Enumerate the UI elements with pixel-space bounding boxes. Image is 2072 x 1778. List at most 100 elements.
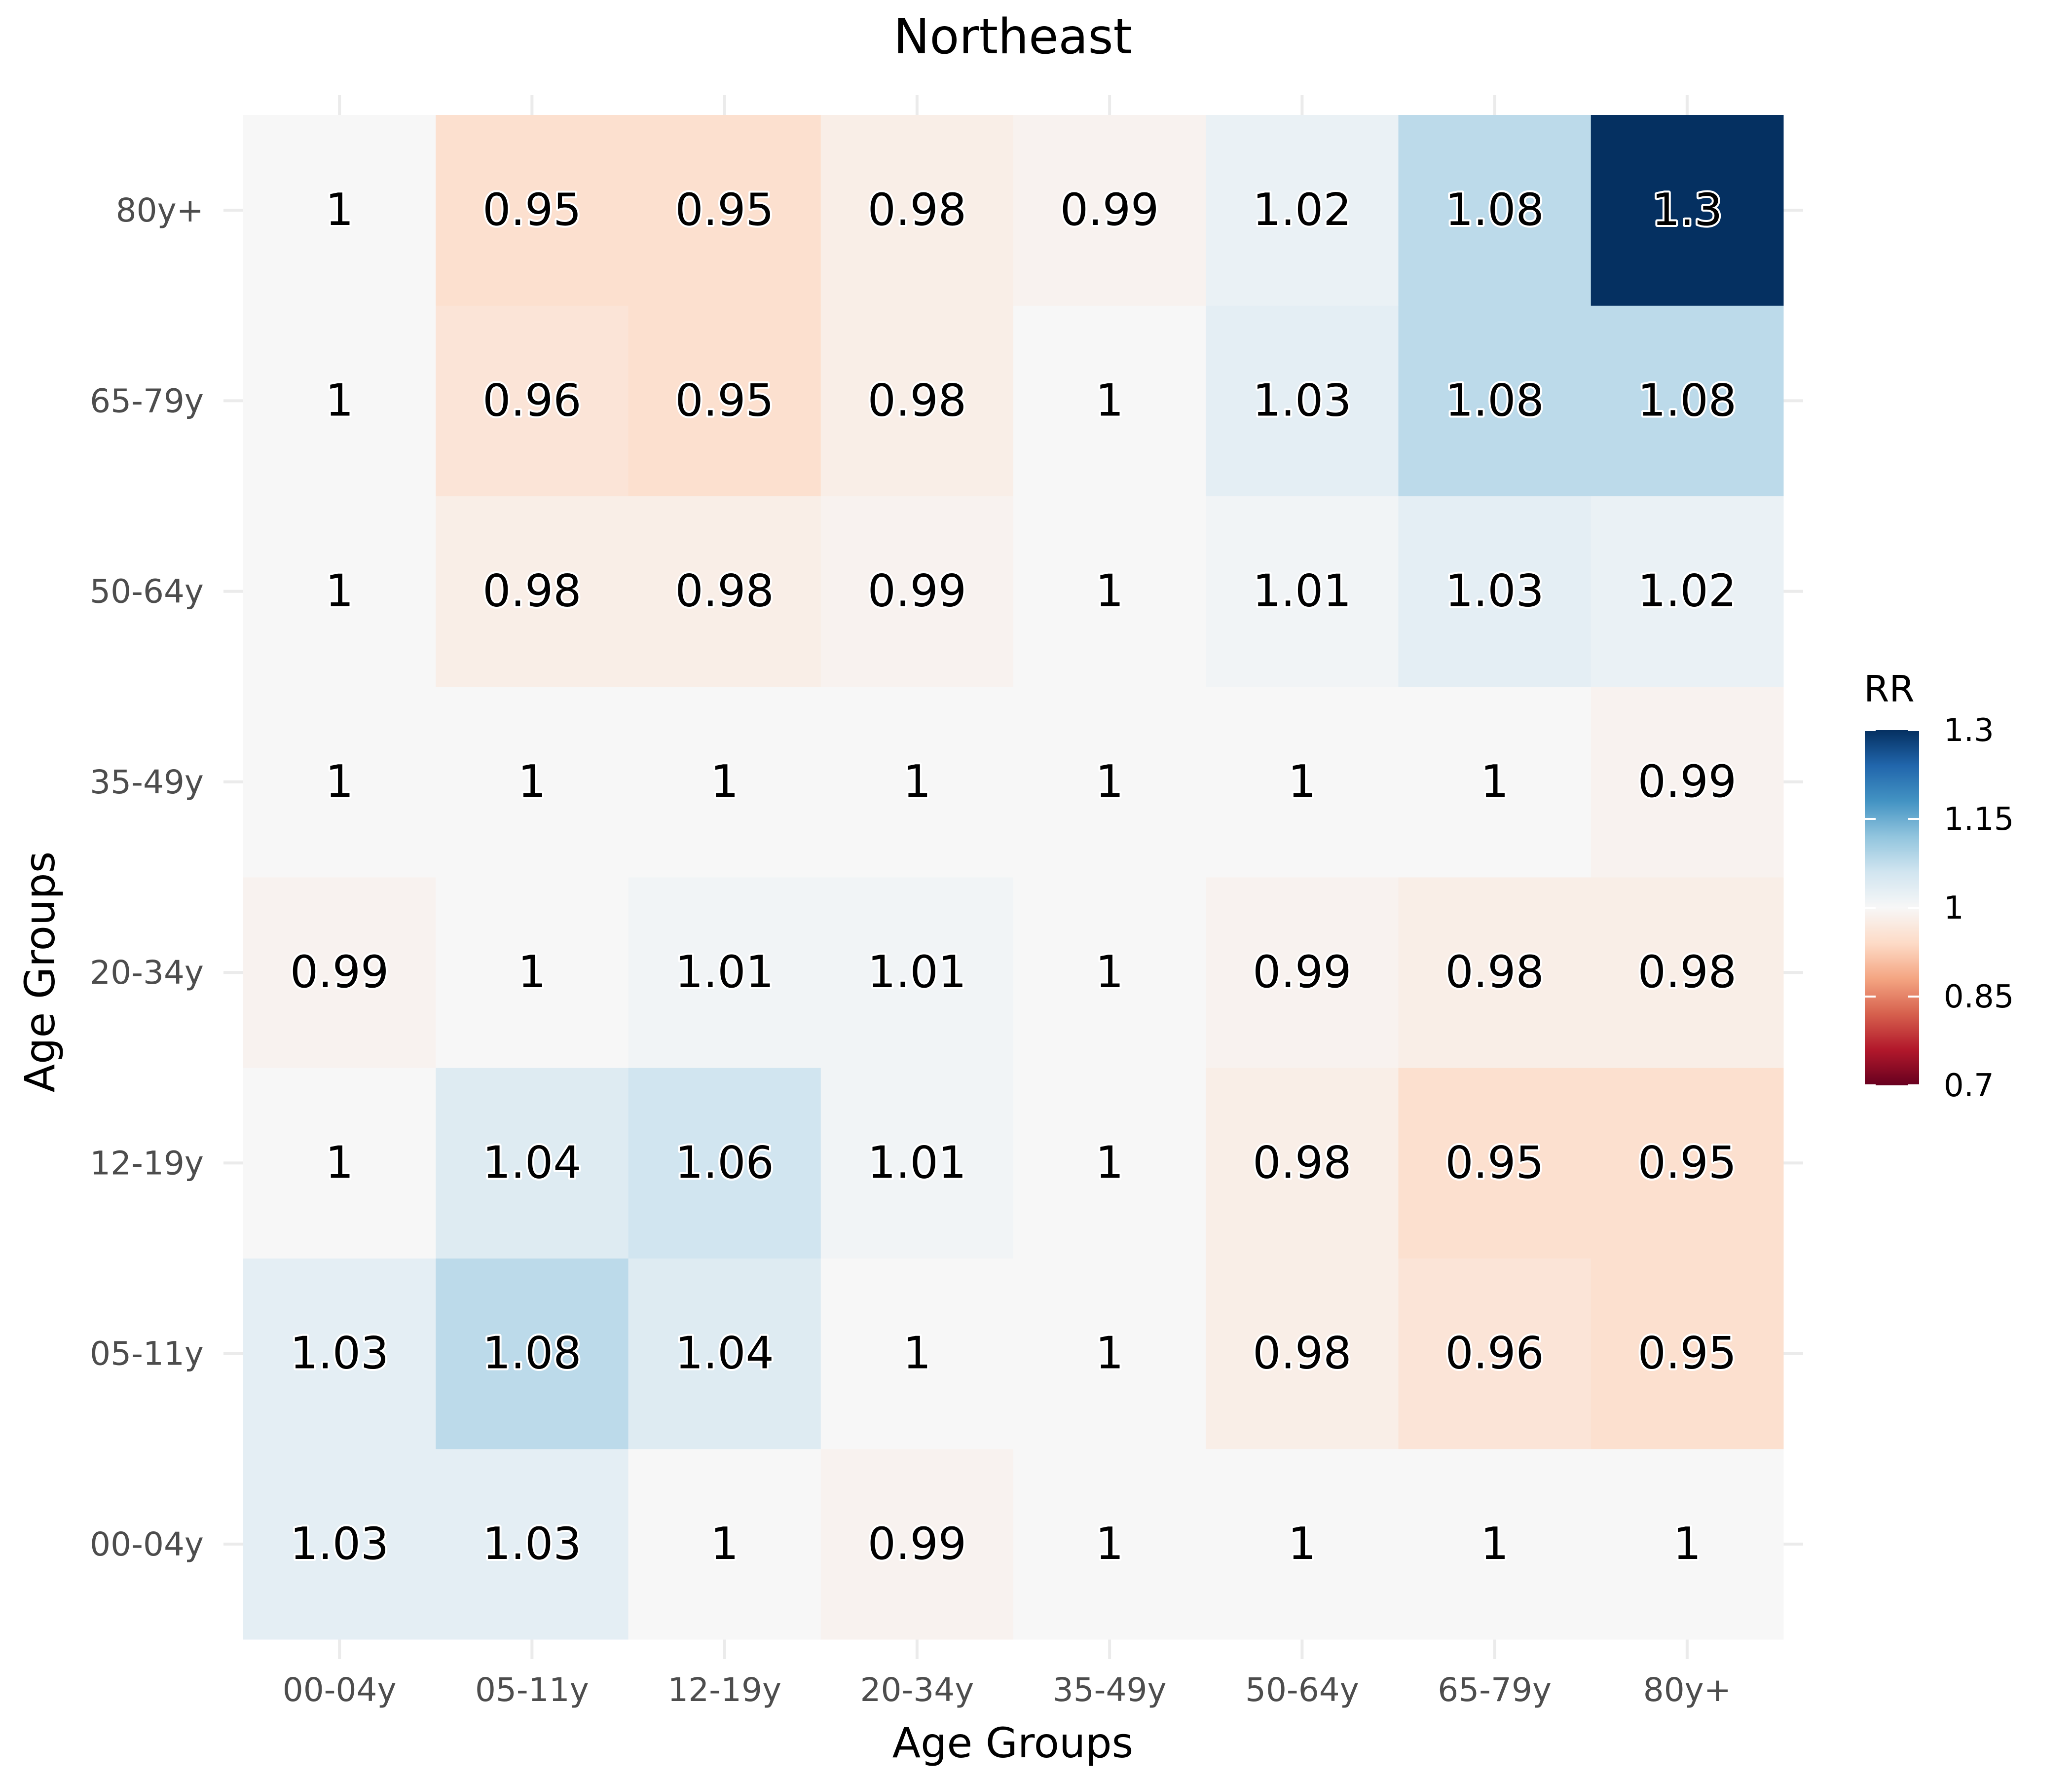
- cell-value-label: 1: [1095, 565, 1123, 617]
- heatmap-cell: [820, 877, 1014, 1068]
- heatmap-cell: [1206, 115, 1399, 306]
- legend-tick-label: 1: [1944, 890, 1964, 926]
- cell-value-label: 0.99: [1253, 946, 1351, 998]
- heatmap-cell: [1591, 1068, 1784, 1259]
- x-axis-title: Age Groups: [892, 1719, 1134, 1767]
- cell-value-label: 0.95: [482, 184, 581, 236]
- heatmap-cell: [1398, 305, 1591, 496]
- x-tick-label: 00-04y: [283, 1671, 397, 1709]
- cell-value-label: 0.98: [868, 374, 966, 426]
- cell-value-label: 0.98: [868, 184, 966, 236]
- heatmap-cell: [1206, 686, 1399, 878]
- cell-value-label: 1: [1095, 946, 1123, 998]
- cells-layer: [243, 115, 1784, 1640]
- cell-value-label: 0.98: [1638, 946, 1737, 998]
- legend-tick-label: 1.15: [1944, 801, 2014, 838]
- heatmap-cell: [1591, 115, 1784, 306]
- cell-value-label: 1: [1095, 374, 1123, 426]
- heatmap-cell: [1206, 1068, 1399, 1259]
- cell-value-label: 0.95: [1445, 1137, 1544, 1188]
- cell-value-label: 1: [1095, 756, 1123, 808]
- heatmap-cell: [1398, 1448, 1591, 1640]
- heatmap-cell: [243, 877, 436, 1068]
- heatmap-cell: [243, 1068, 436, 1259]
- cell-value-label: 1: [1480, 1518, 1509, 1570]
- x-tick-label: 35-49y: [1053, 1671, 1167, 1709]
- x-tick-label: 50-64y: [1245, 1671, 1359, 1709]
- cell-value-label: 0.96: [1445, 1328, 1544, 1379]
- heatmap-cell: [1398, 1068, 1591, 1259]
- cell-value-label: 1.02: [1253, 184, 1351, 236]
- heatmap-cell: [1591, 305, 1784, 496]
- heatmap-cell: [628, 686, 821, 878]
- heatmap-cell: [1591, 1448, 1784, 1640]
- heatmap-cell: [436, 1448, 629, 1640]
- cell-value-label: 1.04: [482, 1137, 581, 1188]
- cell-value-label: 1.03: [290, 1518, 389, 1570]
- heatmap-cell: [436, 877, 629, 1068]
- chart-title: Northeast: [893, 9, 1132, 65]
- color-legend: RR 1.3 1.15 1 0.85 0.7: [1864, 668, 2014, 1104]
- heatmap-cell: [436, 1068, 629, 1259]
- y-tick-label: 35-49y: [90, 763, 204, 801]
- cell-value-label: 1.04: [675, 1328, 774, 1379]
- heatmap-cell: [820, 115, 1014, 306]
- heatmap-cell: [1398, 686, 1591, 878]
- heatmap-cell: [628, 1448, 821, 1640]
- cell-value-label: 0.95: [675, 374, 774, 426]
- cell-value-label: 1.03: [482, 1518, 581, 1570]
- cell-value-label: 1: [518, 946, 546, 998]
- cell-value-label: 0.98: [1253, 1137, 1351, 1188]
- x-tick-label: 05-11y: [475, 1671, 589, 1709]
- y-axis-title: Age Groups: [16, 852, 64, 1093]
- cell-value-label: 1: [325, 184, 353, 236]
- heatmap-cell: [1013, 115, 1206, 306]
- heatmap-cell: [1013, 1068, 1206, 1259]
- heatmap-cell: [628, 1258, 821, 1449]
- cell-value-label: 1.3: [1652, 184, 1722, 236]
- heatmap-cell: [820, 496, 1014, 687]
- heatmap-cell: [820, 305, 1014, 496]
- heatmap-cell: [1398, 115, 1591, 306]
- heatmap-cell: [1013, 1258, 1206, 1449]
- heatmap-cell: [243, 305, 436, 496]
- axis-layer: Northeast Age Groups Age Groups 00-04y 05…: [16, 9, 1731, 1767]
- heatmap-cell: [628, 496, 821, 687]
- cell-value-label: 1.01: [868, 946, 966, 998]
- y-tick-label: 80y+: [116, 191, 204, 229]
- heatmap-cell: [1206, 496, 1399, 687]
- y-tick-label: 65-79y: [90, 382, 204, 420]
- cell-value-label: 0.95: [1638, 1137, 1737, 1188]
- cell-value-label: 0.99: [868, 565, 966, 617]
- heatmap-cell: [1013, 305, 1206, 496]
- cell-value-label: 1: [1095, 1328, 1123, 1379]
- cell-value-label: 1.08: [1445, 374, 1544, 426]
- cell-value-label: 1: [1095, 1137, 1123, 1188]
- heatmap-cell: [243, 1448, 436, 1640]
- cell-value-label: 0.99: [868, 1518, 966, 1570]
- cell-value-label: 0.99: [1060, 184, 1159, 236]
- cell-value-label: 0.99: [290, 946, 389, 998]
- heatmap-cell: [628, 305, 821, 496]
- cell-value-label: 1.08: [1445, 184, 1544, 236]
- cell-value-label: 1.01: [675, 946, 774, 998]
- cell-value-label: 0.98: [1445, 946, 1544, 998]
- cell-value-label: 1: [710, 1518, 739, 1570]
- cell-value-label: 1: [1480, 756, 1509, 808]
- heatmap-cell: [436, 496, 629, 687]
- cell-value-label: 1: [325, 374, 353, 426]
- y-tick-label: 12-19y: [90, 1144, 204, 1182]
- heatmap-cell: [820, 1068, 1014, 1259]
- heatmap-cell: [1398, 877, 1591, 1068]
- heatmap-cell: [436, 1258, 629, 1449]
- cell-value-label: 1: [1095, 1518, 1123, 1570]
- heatmap-cell: [1591, 1258, 1784, 1449]
- legend-title: RR: [1864, 668, 1915, 710]
- cell-value-label: 1.02: [1638, 565, 1737, 617]
- heatmap-cell: [820, 1258, 1014, 1449]
- cell-value-label: 1: [1288, 756, 1316, 808]
- heatmap-cell: [243, 115, 436, 306]
- heatmap-cell: [820, 686, 1014, 878]
- y-tick-label: 50-64y: [90, 573, 204, 611]
